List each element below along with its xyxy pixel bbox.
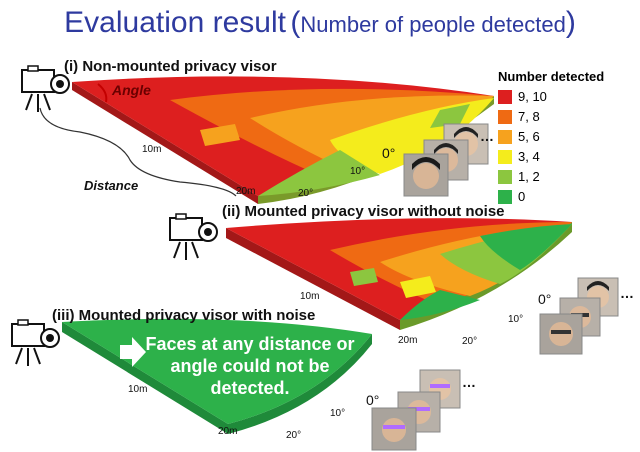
legend-title: Number detected [498, 69, 605, 84]
section-label-3: (iii) Mounted privacy visor with noise [52, 307, 316, 324]
fan1-ellipsis: … [480, 128, 494, 144]
legend-swatch-7-8 [498, 110, 512, 124]
page-title: Evaluation result (Number of people dete… [0, 6, 640, 40]
title-sub: Number of people detected [300, 12, 566, 37]
camera-icon [11, 319, 60, 366]
angle-label: Angle [112, 82, 151, 98]
legend-swatch-0 [498, 190, 512, 204]
fan1-angle-20: 20° [298, 188, 314, 199]
angle-arc [97, 83, 108, 103]
fan2-near-green [400, 290, 480, 320]
face-thumbnails-2 [539, 277, 619, 355]
fan3-angle-20: 20° [286, 430, 302, 441]
legend-label-9-10: 9, 10 [518, 89, 547, 104]
fan-non-mounted [72, 76, 494, 204]
fan3-tick-10m: 10m [128, 384, 148, 395]
distance-brace [39, 107, 237, 197]
fan1-side-left [72, 82, 258, 204]
distance-label: Distance [84, 178, 139, 193]
fan1-angle-10: 10° [350, 166, 366, 177]
legend-label-7-8: 7, 8 [518, 109, 540, 124]
fan2-green-band [480, 224, 572, 270]
fan2-angle-20: 20° [462, 336, 478, 347]
title-main: Evaluation result [64, 6, 286, 39]
fan2-yellow-patch [400, 276, 436, 298]
arrow-icon [120, 337, 146, 367]
fan3-angle-10: 10° [330, 408, 346, 419]
fan2-side-left [226, 228, 400, 330]
fan-without-noise [226, 218, 572, 330]
legend-label-1-2: 1, 2 [518, 169, 540, 184]
fan3-side [62, 322, 372, 434]
legend-swatch-3-4 [498, 150, 512, 164]
fan3-ellipsis: … [462, 374, 476, 390]
fan1-green-band [258, 150, 380, 196]
face-thumbnails-3 [371, 369, 461, 451]
legend-swatch-1-2 [498, 170, 512, 184]
fan2-tick-10m: 10m [300, 291, 320, 302]
fan-with-noise [62, 318, 372, 434]
fan1-tick-10m: 10m [142, 144, 162, 155]
fan1-tick-20m: 20m [236, 186, 256, 197]
fan1-angle-0: 0° [382, 145, 396, 161]
legend-label-0: 0 [518, 189, 526, 204]
fan3-side-left [62, 322, 228, 434]
fan3-tick-20m: 20m [218, 426, 238, 437]
legend-swatch-9-10 [498, 90, 512, 104]
fan2-angle-10: 10° [508, 314, 524, 325]
fan1-green-patch [430, 104, 470, 128]
title-open-paren: ( [290, 6, 301, 39]
no-detection-message: Faces at any distance or angle could not… [145, 334, 355, 398]
legend-label-3-4: 3, 4 [518, 149, 540, 164]
section-label-2: (ii) Mounted privacy visor without noise [222, 203, 505, 220]
legend-swatch-5-6 [498, 130, 512, 144]
legend-label-5-6: 5, 6 [518, 129, 540, 144]
camera-icon [169, 213, 218, 260]
fan2-ellipsis: … [620, 285, 634, 301]
fan2-lime-patch [350, 268, 378, 286]
fan1-orange-patch [200, 124, 240, 146]
fan2-tick-20m: 20m [398, 335, 418, 346]
title-close-paren: ) [565, 6, 576, 39]
section-label-1: (i) Non-mounted privacy visor [64, 58, 277, 75]
camera-icon [21, 65, 70, 112]
fan3-angle-0: 0° [366, 392, 380, 408]
fan1-yellow-patch [375, 124, 410, 146]
fan2-angle-0: 0° [538, 291, 552, 307]
face-thumbnails-1 [403, 123, 489, 197]
